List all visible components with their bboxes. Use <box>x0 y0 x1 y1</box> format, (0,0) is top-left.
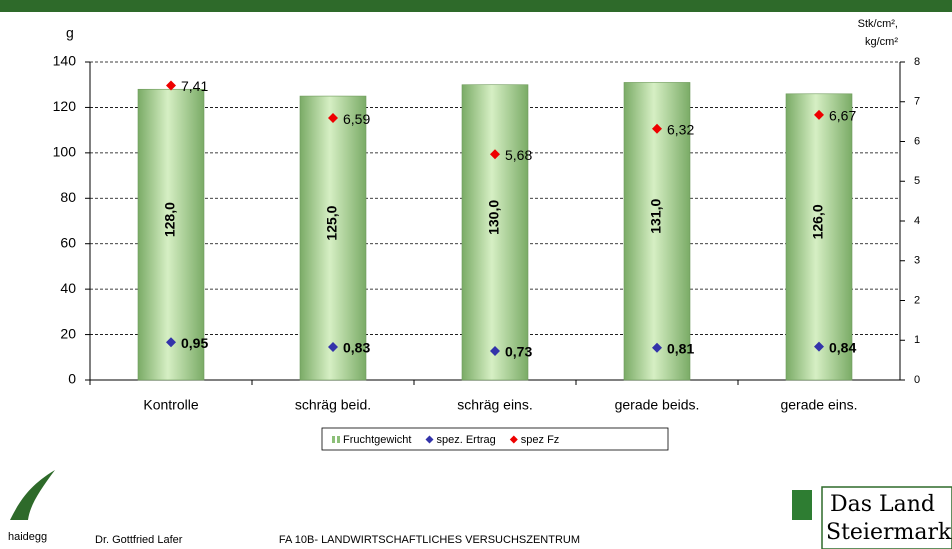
marker-value-label: 0,81 <box>667 341 694 357</box>
brand-text: Steiermark <box>826 520 952 545</box>
marker-value-label: 0,84 <box>829 339 856 355</box>
y2-tick-label: 2 <box>914 294 920 306</box>
marker-value-label: 6,32 <box>667 121 694 137</box>
y-tick-label: 40 <box>60 280 76 296</box>
logo-text: haidegg <box>8 531 47 543</box>
x-tick-label: gerade eins. <box>780 397 857 413</box>
y2-tick-label: 6 <box>914 135 920 147</box>
y-tick-label: 60 <box>60 234 76 250</box>
y2-tick-label: 0 <box>914 374 920 386</box>
y2-tick-label: 8 <box>914 56 920 68</box>
legend-label: spez Fz <box>521 434 560 446</box>
y-tick-label: 120 <box>53 98 77 114</box>
y2-axis-label: kg/cm² <box>865 36 898 48</box>
logo-icon <box>10 470 55 520</box>
y2-tick-label: 7 <box>914 96 920 108</box>
bar-value-label: 130,0 <box>486 200 502 235</box>
y2-axis-label: Stk/cm², <box>858 18 898 30</box>
marker <box>328 342 338 353</box>
legend-label: spez. Ertrag <box>436 434 495 446</box>
marker-value-label: 6,67 <box>829 108 856 124</box>
y-tick-label: 20 <box>60 325 76 341</box>
legend-swatch <box>337 436 340 443</box>
legend-label: Fruchtgewicht <box>343 434 411 446</box>
brand-box <box>821 486 952 549</box>
y-axis-label: g <box>66 25 74 41</box>
marker-value-label: 7,41 <box>181 78 208 94</box>
x-tick-label: schräg eins. <box>457 397 532 413</box>
bar <box>299 95 367 381</box>
y2-tick-label: 5 <box>914 175 920 187</box>
x-tick-label: gerade beids. <box>615 397 700 413</box>
marker <box>652 342 662 353</box>
author: Dr. Gottfried Lafer <box>95 534 183 546</box>
legend-swatch <box>509 435 518 444</box>
bar-value-label: 126,0 <box>810 204 826 239</box>
brand-text: Das Land <box>830 492 935 517</box>
bar-value-label: 131,0 <box>648 198 664 233</box>
y2-tick-label: 1 <box>914 334 920 346</box>
y-tick-label: 0 <box>68 371 76 387</box>
legend-swatch <box>332 436 335 443</box>
y-tick-label: 100 <box>53 144 77 160</box>
bar-value-label: 128,0 <box>162 202 178 237</box>
marker <box>814 109 824 120</box>
marker <box>652 123 662 134</box>
header-bar <box>0 0 952 12</box>
bar <box>785 93 853 381</box>
legend-swatch <box>425 435 434 444</box>
y-tick-label: 140 <box>53 53 77 69</box>
marker-value-label: 6,59 <box>343 111 370 127</box>
marker <box>814 341 824 352</box>
marker-value-label: 0,95 <box>181 335 208 351</box>
marker <box>166 337 176 348</box>
legend-box <box>321 427 669 451</box>
y2-tick-label: 4 <box>914 215 920 227</box>
marker-value-label: 0,73 <box>505 344 532 360</box>
marker-value-label: 5,68 <box>505 147 532 163</box>
marker <box>328 113 338 124</box>
coat-of-arms <box>792 490 812 520</box>
bar <box>137 88 205 381</box>
bar <box>461 84 529 381</box>
y-tick-label: 80 <box>60 189 76 205</box>
marker <box>490 345 500 356</box>
marker-value-label: 0,83 <box>343 340 370 356</box>
y2-tick-label: 3 <box>914 255 920 267</box>
marker <box>166 80 176 91</box>
institute: FA 10B- LANDWIRTSCHAFTLICHES VERSUCHSZEN… <box>279 534 580 546</box>
x-tick-label: schräg beid. <box>295 397 371 413</box>
x-tick-label: Kontrolle <box>143 397 198 413</box>
bar-value-label: 125,0 <box>324 205 340 240</box>
marker <box>490 149 500 160</box>
